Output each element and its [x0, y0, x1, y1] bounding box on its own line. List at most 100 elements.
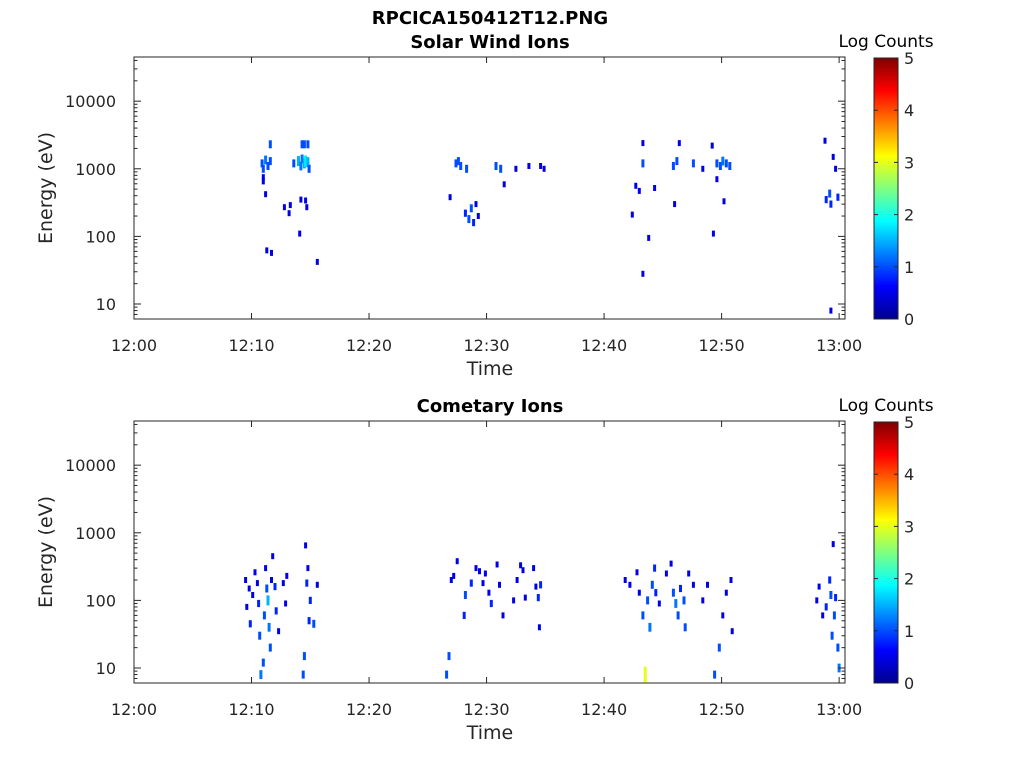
heatmap-cell [462, 611, 466, 619]
plot-area-cometary [133, 420, 846, 684]
heatmap-cell [267, 622, 271, 632]
x-tick-label: 12:20 [346, 700, 392, 719]
y-axis-label-cometary: Energy (eV) [35, 496, 57, 608]
heatmap-cell [539, 163, 543, 169]
y-tick-label: 1000 [75, 524, 116, 543]
heatmap-cell [512, 597, 516, 604]
heatmap-cell [300, 140, 304, 149]
heatmap-cell [646, 596, 650, 605]
y-tick-label: 10 [96, 295, 116, 314]
heatmap-cell [628, 581, 632, 588]
heatmap-cell [521, 567, 525, 574]
x-tick-label: 12:10 [228, 700, 274, 719]
heatmap-cell [476, 213, 480, 219]
heatmap-cell [829, 307, 833, 314]
panel-title-solar-wind: Solar Wind Ions [410, 32, 569, 53]
heatmap-cell [265, 247, 269, 254]
heatmap-cell [258, 631, 262, 640]
heatmap-cells-cometary [244, 541, 841, 683]
heatmap-cells-solar-wind [260, 137, 840, 314]
y-tick-label: 1000 [75, 160, 116, 179]
heatmap-cell [641, 270, 645, 277]
heatmap-cell [718, 162, 722, 170]
heatmap-cell [836, 643, 840, 652]
heatmap-cell [266, 162, 270, 170]
heatmap-cell [831, 541, 835, 548]
colorbar-tick-label: 3 [904, 153, 914, 172]
heatmap-cell [261, 164, 265, 173]
heatmap-cell [483, 570, 487, 577]
heatmap-cell [515, 577, 519, 583]
heatmap-cell [523, 594, 527, 601]
heatmap-cell [285, 572, 289, 579]
heatmap-cell [262, 611, 266, 620]
heatmap-cell [495, 561, 499, 568]
heatmap-cell [824, 603, 828, 611]
heatmap-cell [284, 600, 288, 607]
heatmap-cell [264, 565, 268, 572]
heatmap-cell [630, 211, 634, 218]
heatmap-cell [824, 196, 828, 204]
x-tick-label: 12:30 [464, 336, 510, 355]
y-tick-label: 10 [96, 659, 116, 678]
heatmap-cell [257, 599, 261, 608]
heatmap-cell [299, 161, 303, 171]
heatmap-cell [264, 191, 268, 198]
heatmap-cell [304, 542, 308, 549]
heatmap-cell [677, 140, 681, 147]
heatmap-cell [514, 165, 518, 172]
heatmap-cell [648, 622, 652, 632]
heatmap-cell [676, 611, 680, 620]
heatmap-cell [641, 159, 645, 168]
heatmap-cell [307, 617, 311, 625]
x-tick-label: 13:00 [816, 700, 862, 719]
heatmap-cell [449, 577, 453, 583]
panel-cometary: Cometary Ions 12:00 12:10 12:20 12:30 12:40 1… [35, 396, 934, 744]
heatmap-cell [259, 670, 263, 679]
heatmap-cell [821, 612, 825, 619]
heatmap-cell [287, 210, 291, 217]
heatmap-cell [273, 583, 277, 591]
colorbar-tick-label: 0 [904, 310, 914, 329]
heatmap-cell [312, 619, 316, 628]
x-tick-label: 12:10 [228, 336, 274, 355]
heatmap-cell [674, 599, 678, 608]
heatmap-cell [653, 185, 657, 191]
x-tick-label: 12:50 [699, 700, 745, 719]
heatmap-cell [268, 643, 272, 652]
colorbar-tick-label: 1 [904, 258, 914, 277]
colorbar-solar-wind [873, 57, 899, 320]
heatmap-cell [447, 652, 451, 661]
heatmap-cell [539, 581, 543, 589]
heatmap-cell [721, 612, 725, 619]
heatmap-cell [260, 159, 264, 168]
heatmap-cell [728, 162, 732, 170]
heatmap-cell [724, 159, 728, 168]
heatmap-cell [691, 159, 695, 168]
heatmap-cell [710, 142, 714, 149]
colorbar-tick-label: 5 [904, 413, 914, 432]
x-tick-label: 13:00 [816, 336, 862, 355]
heatmap-cell [817, 583, 821, 590]
heatmap-cell [308, 596, 312, 604]
heatmap-cell [701, 597, 705, 604]
x-tick-label: 12:50 [699, 336, 745, 355]
heatmap-cell [261, 174, 265, 181]
heatmap-cell [299, 196, 303, 203]
figure-title: RPCICA150412T12.PNG [372, 8, 608, 29]
heatmap-cell [498, 581, 501, 588]
heatmap-cell [266, 595, 270, 606]
heatmap-cell [445, 670, 449, 679]
heatmap-cell [502, 181, 506, 188]
heatmap-cell [281, 580, 285, 587]
heatmap-cell [481, 580, 485, 587]
heatmap-cell [469, 579, 473, 587]
heatmap-cell [828, 189, 832, 198]
colorbar-ticks-solar-wind: 0 1 2 3 4 5 [874, 49, 914, 329]
heatmap-cell [454, 159, 458, 168]
heatmap-cell [682, 596, 686, 605]
heatmap-cell [469, 204, 473, 213]
heatmap-cell [248, 620, 252, 628]
heatmap-cell [305, 579, 309, 587]
